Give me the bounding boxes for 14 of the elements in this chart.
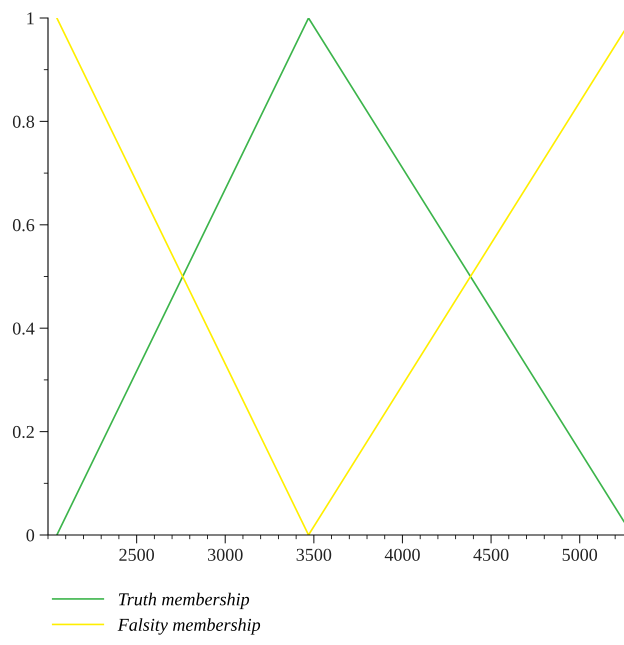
x-tick-label: 3000	[208, 548, 243, 561]
y-tick-label: 0.2	[12, 426, 34, 438]
y-tick-label: 0.8	[12, 116, 34, 128]
legend-label: Truth membership	[118, 592, 250, 610]
x-tick-label: 2500	[119, 548, 154, 561]
y-tick-label: 1	[27, 12, 34, 24]
x-tick-label: 3500	[296, 548, 332, 561]
y-tick-label: 0	[26, 529, 34, 542]
x-tick-label: 4000	[384, 548, 420, 561]
y-tick-label: 0.6	[12, 219, 34, 232]
y-tick-label: 0.4	[12, 322, 35, 335]
legend-label: Falsity membership	[118, 618, 260, 635]
x-tick-label: 5000	[562, 548, 598, 561]
x-tick-label: 4500	[473, 548, 508, 561]
